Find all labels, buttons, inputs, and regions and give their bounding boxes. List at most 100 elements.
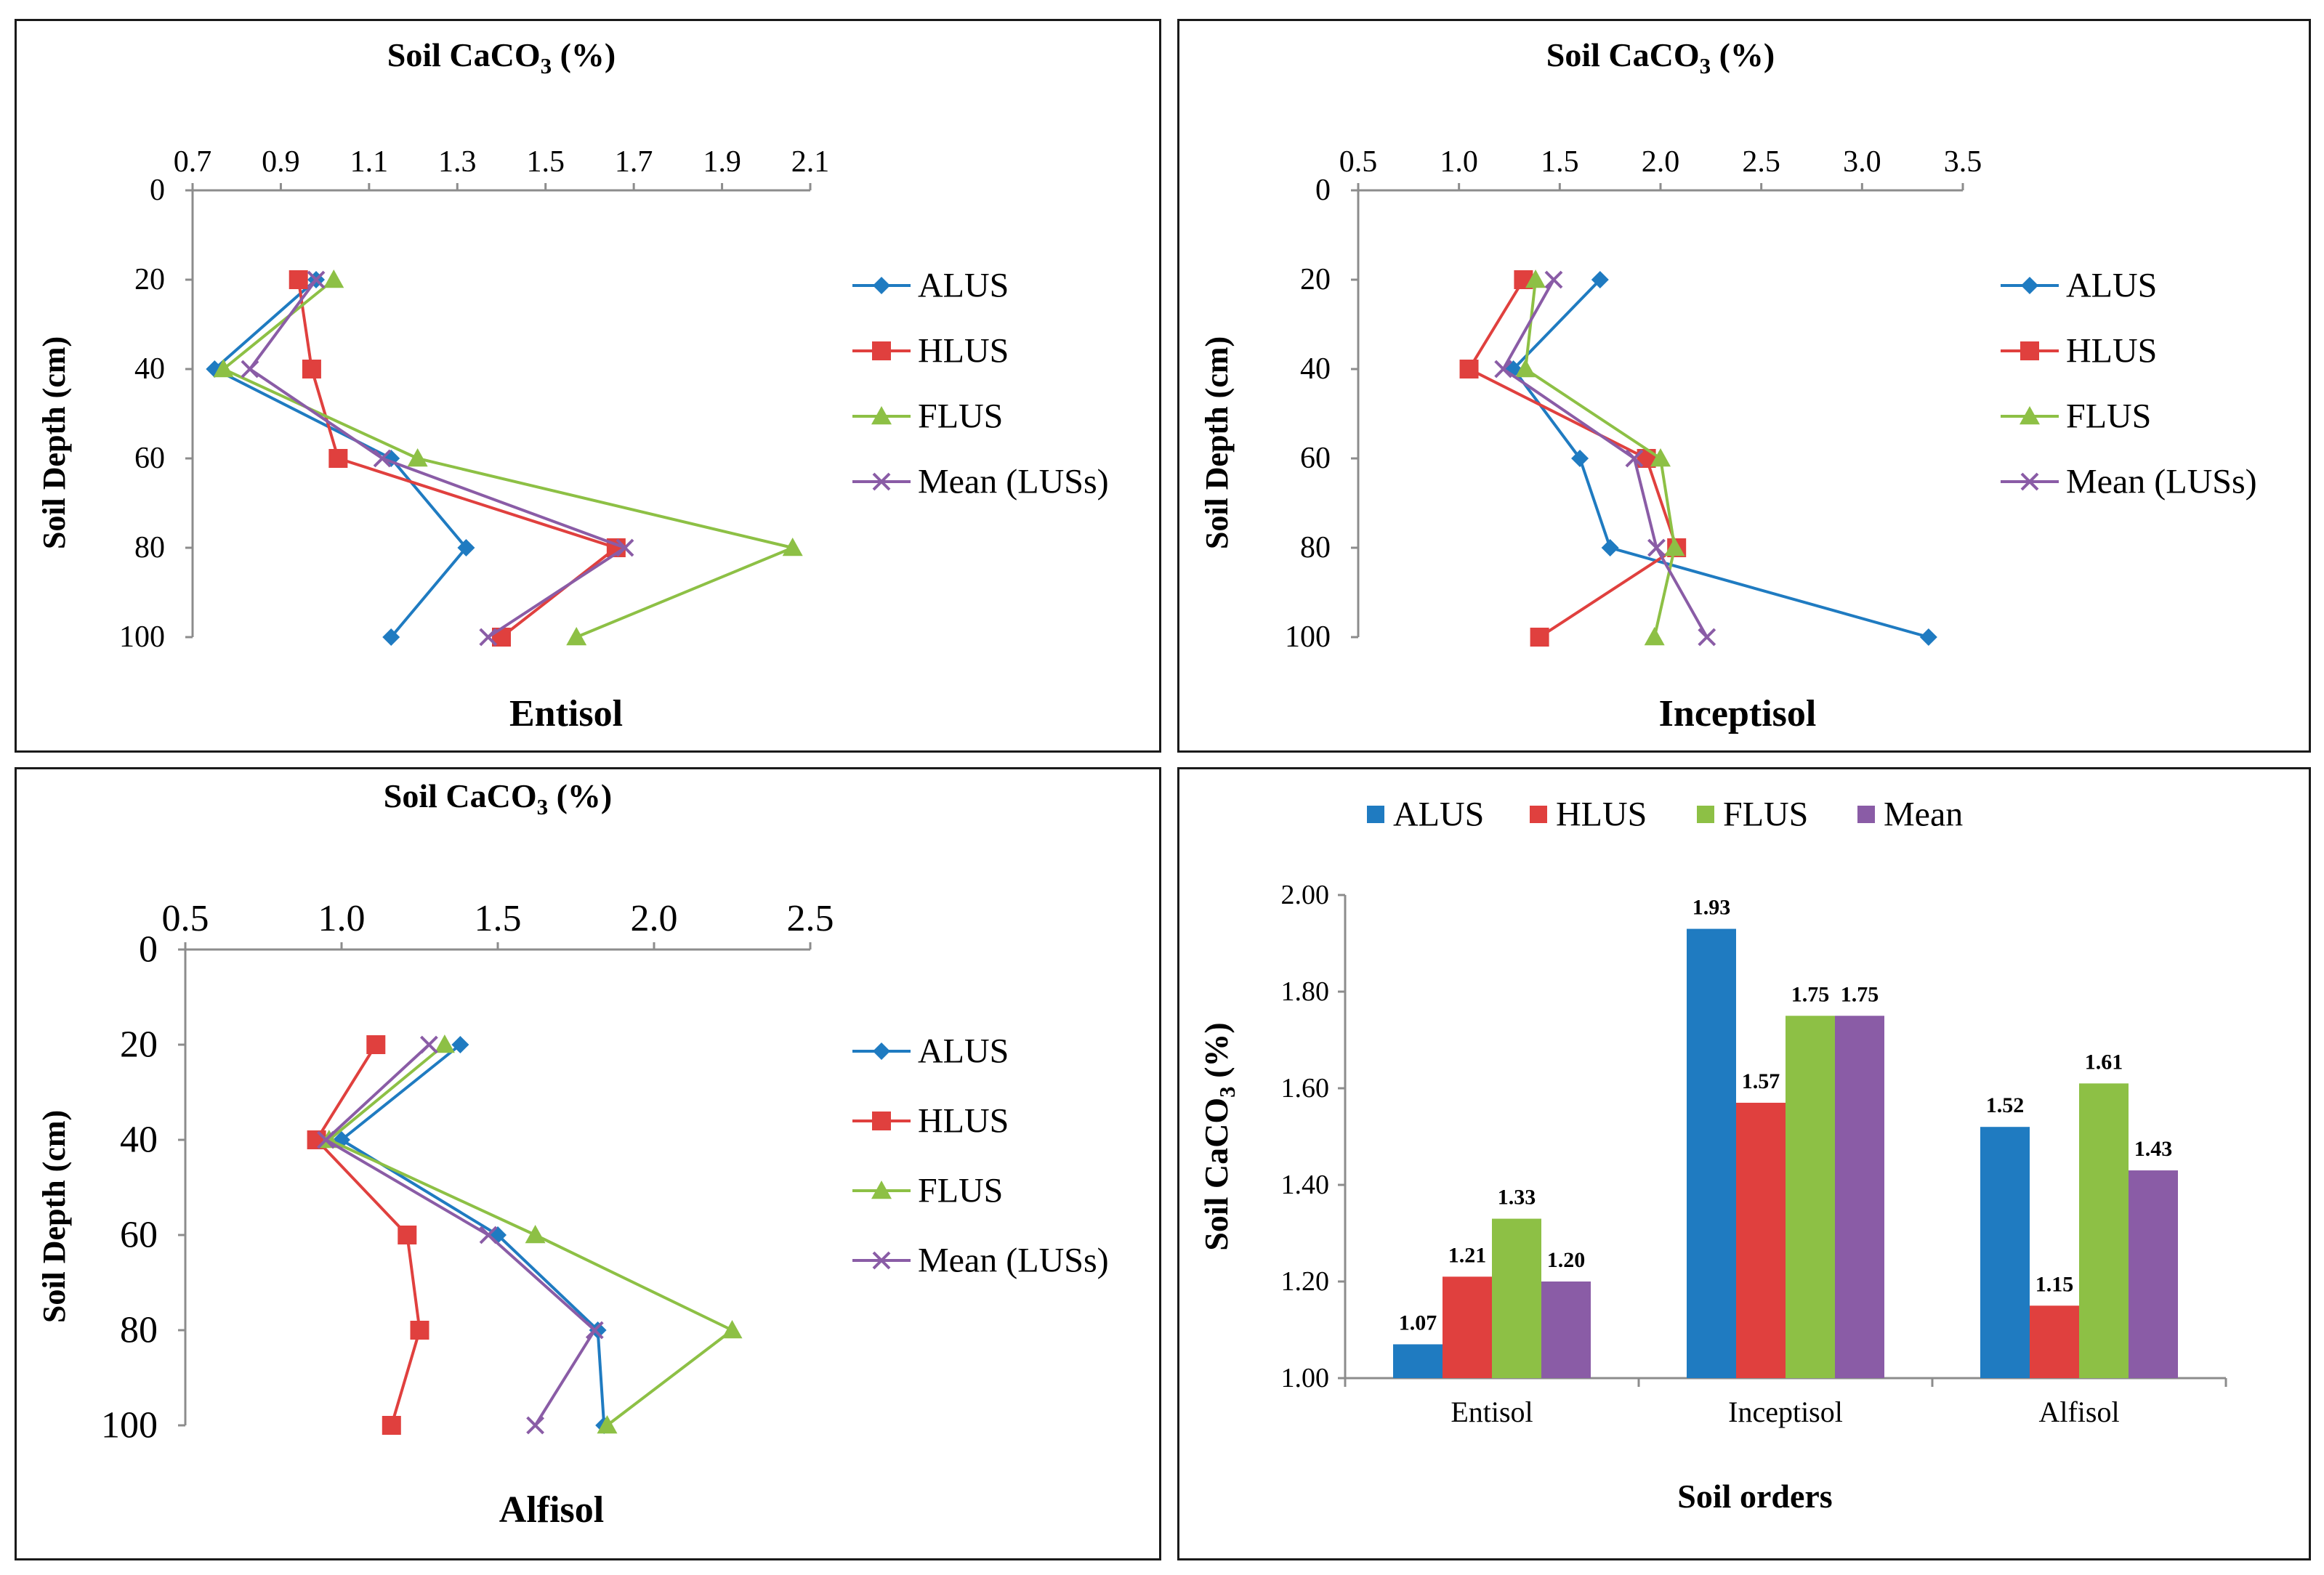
y-tick-label: 20 bbox=[120, 1024, 158, 1066]
legend-label-mean: Mean (LUSs) bbox=[918, 1242, 1109, 1280]
y-tick-label: 60 bbox=[120, 1215, 158, 1256]
y-tick-label: 40 bbox=[134, 352, 165, 386]
legend-label-alus: ALUS bbox=[918, 267, 1009, 305]
series-line-flus bbox=[222, 278, 794, 639]
bar-alus-entisol bbox=[1393, 1344, 1443, 1378]
inceptisol-depth-chart: Soil CaCO3 (%) Soil Depth (cm) 0.5 1.0 1.5 2.… bbox=[1199, 36, 2257, 734]
y-tick-label: 20 bbox=[1300, 263, 1331, 296]
y-tick-label: 100 bbox=[119, 620, 165, 654]
x-tick-label: 1.9 bbox=[703, 145, 741, 179]
bar-alus-alfisol bbox=[1980, 1127, 2030, 1378]
legend-swatch-flus bbox=[1697, 806, 1714, 823]
data-point-hlus bbox=[1530, 628, 1549, 647]
data-point-mean bbox=[479, 1226, 498, 1244]
bar-value-label: 1.15 bbox=[2035, 1272, 2074, 1296]
bar-mean-entisol bbox=[1541, 1282, 1591, 1378]
y-tick-label: 2.00 bbox=[1281, 880, 1330, 910]
x-tick-label: 0.5 bbox=[162, 898, 209, 939]
x-tick-label: 0.7 bbox=[174, 145, 212, 179]
legend-marker-flus bbox=[2020, 406, 2040, 425]
data-point-flus bbox=[782, 538, 803, 556]
data-point-mean bbox=[1544, 270, 1563, 289]
data-point-flus bbox=[1664, 538, 1685, 556]
x-category-label: Entisol bbox=[1451, 1396, 1533, 1428]
legend-marker-flus bbox=[871, 1181, 892, 1199]
chart-title: Inceptisol bbox=[1659, 693, 1817, 734]
x-tick-label: 1.3 bbox=[438, 145, 477, 179]
data-point-alus bbox=[1571, 450, 1589, 467]
x-tick-label: 0.5 bbox=[1339, 145, 1378, 179]
legend-marker-flus bbox=[871, 406, 892, 425]
y-tick-label: 1.20 bbox=[1281, 1266, 1330, 1297]
series-line-mean bbox=[324, 1043, 597, 1427]
bar-value-label: 1.33 bbox=[1498, 1186, 1536, 1210]
bar-hlus-inceptisol bbox=[1736, 1102, 1786, 1378]
y-tick-label: 60 bbox=[134, 442, 165, 475]
y-tick-label: 20 bbox=[134, 263, 165, 296]
data-point-mean bbox=[373, 449, 392, 468]
data-point-hlus bbox=[382, 1416, 401, 1435]
x-tick-label: 2.5 bbox=[1742, 145, 1780, 179]
bar-hlus-alfisol bbox=[2030, 1305, 2079, 1378]
x-tick-label: 1.5 bbox=[526, 145, 565, 179]
legend-marker-mean bbox=[872, 1251, 891, 1270]
legend-label-hlus: HLUS bbox=[918, 332, 1009, 371]
data-point-mean bbox=[585, 1321, 604, 1340]
x-tick-label: 1.7 bbox=[615, 145, 653, 179]
bar-value-label: 1.20 bbox=[1547, 1248, 1586, 1272]
series-line-mean bbox=[1501, 279, 1708, 638]
data-point-mean bbox=[1625, 449, 1644, 468]
y-axis-title: Soil Depth (cm) bbox=[1199, 336, 1235, 549]
legend-label-hlus: HLUS bbox=[2066, 332, 2157, 371]
legend-label-alus: ALUS bbox=[918, 1032, 1009, 1071]
legend-marker-hlus bbox=[872, 1112, 891, 1130]
data-point-mean bbox=[1698, 628, 1716, 647]
chart-title: Alfisol bbox=[499, 1489, 604, 1531]
y-tick-label: 0 bbox=[150, 174, 165, 207]
legend-label-flus: FLUS bbox=[918, 397, 1003, 436]
bar-value-label: 1.93 bbox=[1692, 896, 1731, 920]
x-tick-label: 1.0 bbox=[318, 898, 366, 939]
x-tick-label: 2.5 bbox=[787, 898, 834, 939]
bar-flus-entisol bbox=[1492, 1218, 1541, 1378]
data-point-hlus bbox=[366, 1035, 386, 1054]
legend-marker-alus bbox=[2021, 277, 2038, 294]
data-point-hlus bbox=[410, 1321, 429, 1340]
legend-label-flus: FLUS bbox=[1723, 795, 1808, 834]
x-axis-title: Soil CaCO3 (%) bbox=[384, 777, 613, 819]
legend-swatch-mean bbox=[1857, 806, 1875, 823]
soil-orders-bar-chart-panel: ALUS HLUS FLUS Mean 1.00 1.20 1.40 1.60 1.80 2.00… bbox=[1177, 767, 2311, 1560]
data-point-flus bbox=[525, 1225, 546, 1244]
y-tick-label: 1.40 bbox=[1281, 1170, 1330, 1200]
data-point-mean bbox=[241, 360, 259, 378]
x-axis-title: Soil orders bbox=[1677, 1478, 1832, 1515]
legend-label-hlus: HLUS bbox=[918, 1102, 1009, 1141]
legend-marker-alus bbox=[873, 277, 890, 294]
data-point-flus bbox=[566, 627, 587, 646]
data-point-mean bbox=[307, 270, 326, 289]
bar-value-label: 1.43 bbox=[2134, 1137, 2173, 1161]
data-point-flus bbox=[1650, 448, 1671, 467]
data-point-hlus bbox=[1459, 360, 1479, 378]
data-point-flus bbox=[407, 448, 428, 467]
y-tick-label: 100 bbox=[101, 1405, 158, 1446]
data-point-mean bbox=[479, 628, 498, 647]
x-axis-title: Soil CaCO3 (%) bbox=[387, 36, 616, 78]
legend-label-flus: FLUS bbox=[2066, 397, 2151, 436]
bar-value-label: 1.75 bbox=[1791, 982, 1830, 1006]
x-tick-label: 2.0 bbox=[631, 898, 678, 939]
legend-marker-alus bbox=[873, 1042, 890, 1060]
data-point-hlus bbox=[398, 1226, 417, 1244]
y-axis-title: Soil Depth (cm) bbox=[36, 1110, 72, 1323]
y-tick-label: 0 bbox=[1315, 174, 1331, 207]
data-point-mean bbox=[616, 538, 634, 557]
y-tick-label: 60 bbox=[1300, 442, 1331, 475]
legend-marker-mean bbox=[872, 472, 891, 491]
entisol-depth-chart-panel: Soil CaCO3 (%) Soil Depth (cm) 0.7 0.9 1.1 1.… bbox=[15, 19, 1161, 753]
x-tick-label: 1.5 bbox=[475, 898, 522, 939]
data-point-flus bbox=[722, 1320, 743, 1339]
x-tick-label: 2.1 bbox=[791, 145, 830, 179]
soil-orders-bar-chart: ALUS HLUS FLUS Mean 1.00 1.20 1.40 1.60 1.80 2.00… bbox=[1198, 795, 2227, 1515]
y-tick-label: 80 bbox=[134, 531, 165, 564]
data-point-flus bbox=[1644, 627, 1665, 646]
